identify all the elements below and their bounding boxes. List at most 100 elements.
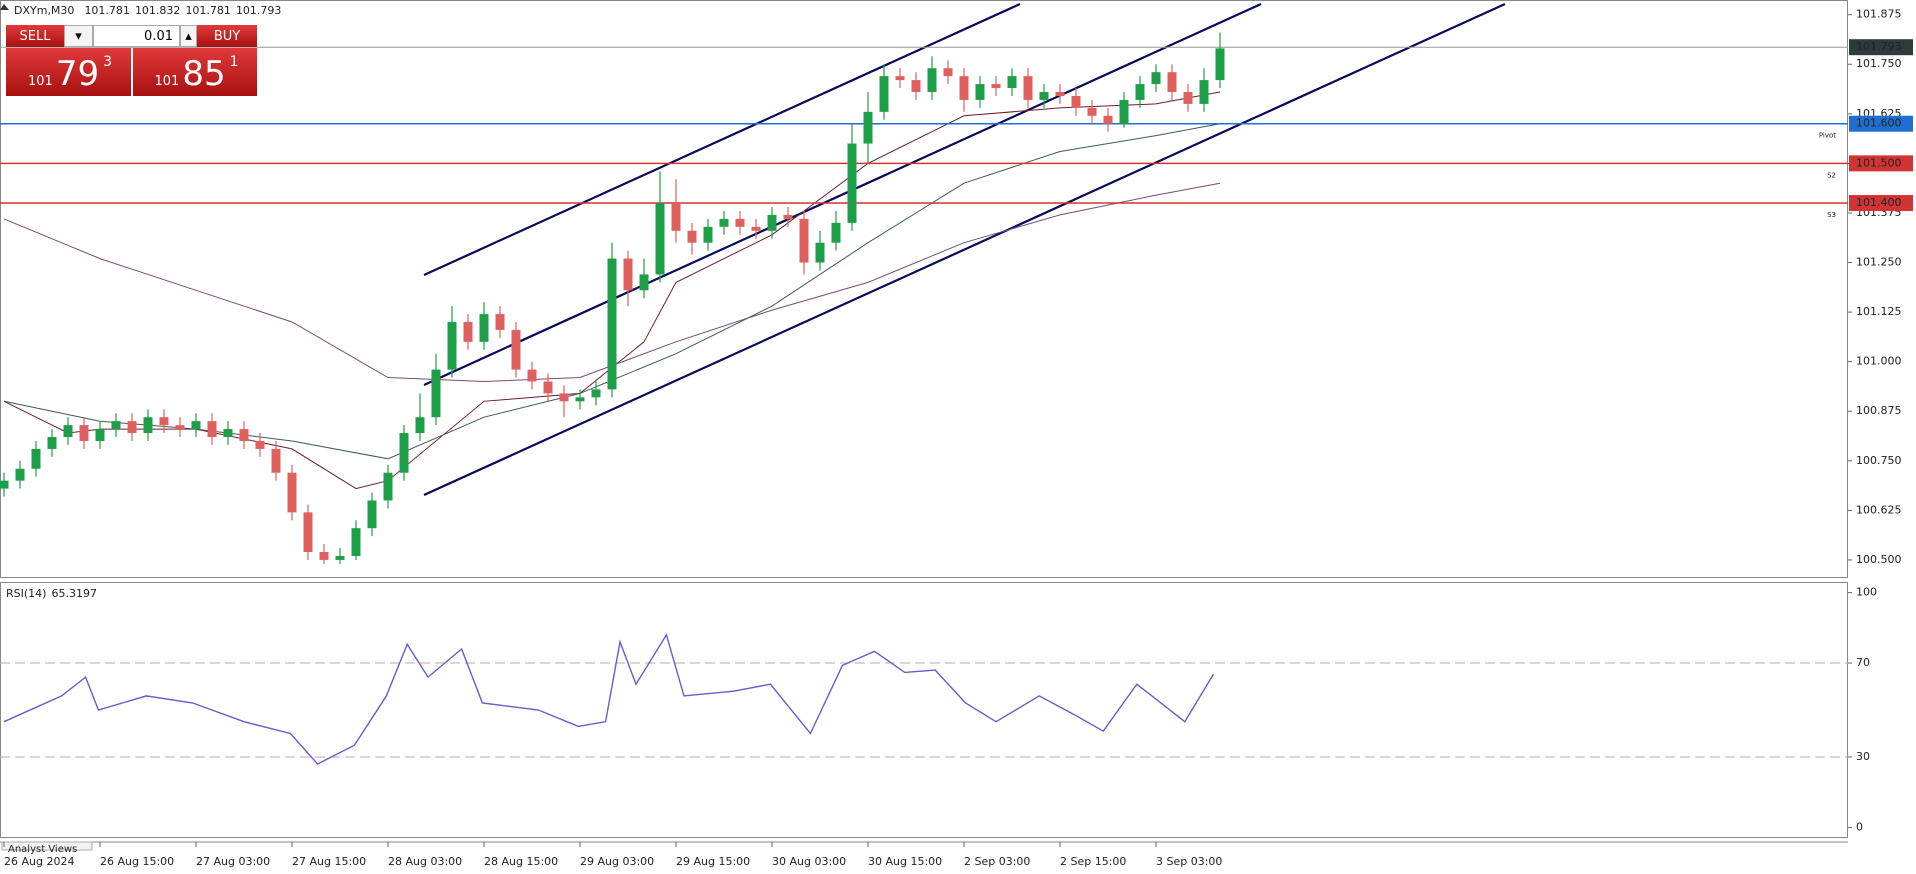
candle-body [623,258,633,291]
candle-body [15,468,25,481]
last-price-label: 101.793 [1856,40,1902,53]
candle-body [511,329,521,370]
y-tick-label: 30 [1856,750,1870,763]
tab-label[interactable]: Analyst Views [8,844,77,855]
candle-body [287,472,297,513]
rsi-title: RSI(14) 65.3197 [6,587,97,600]
x-tick-label: 2 Sep 03:00 [964,855,1030,868]
candle-body [223,429,233,438]
candle-body [1119,99,1129,124]
candle-body [415,417,425,434]
candle-body [447,322,457,370]
candle-body [1071,95,1081,108]
candle-body [607,258,617,390]
candle-body [783,214,793,219]
candle-body [799,218,809,263]
y-tick-label: 100.625 [1856,503,1902,516]
candle-body [431,369,441,418]
candle-body [1135,84,1145,100]
candle-body [591,389,601,398]
volume-input[interactable]: 0.01 [93,25,180,47]
x-tick-label: 26 Aug 15:00 [100,855,174,868]
bid-small: 3 [103,54,112,70]
bid-big: 101 [27,74,53,89]
y-tick-label: 100.750 [1856,454,1902,467]
candle-body [911,80,921,93]
level-label-box [1849,195,1913,212]
candle-body [95,429,105,441]
candle-body [959,76,969,100]
candle-body [1055,92,1065,96]
tab[interactable] [1,841,93,851]
y-tick-label: 70 [1856,656,1870,669]
level-label: 101.400 [1856,196,1902,209]
candle-body [1039,92,1049,100]
candle-body [335,555,345,560]
sell-button[interactable]: SELL [6,25,64,47]
x-tick-label: 27 Aug 15:00 [292,855,366,868]
x-tick-label: 28 Aug 15:00 [484,855,558,868]
level-label-box [1849,155,1913,172]
candle-body [191,421,201,430]
candle-body [351,528,361,556]
bid-main: 79 [55,54,100,94]
y-tick-label: 101.125 [1856,305,1902,318]
candle-body [271,448,281,473]
trendline[interactable] [423,2,1021,277]
candle-body [255,440,265,449]
y-tick-label: 101.875 [1856,8,1902,21]
x-tick-label: 26 Aug 2024 [4,855,74,868]
candle-body [127,421,137,434]
candle-body [687,230,697,243]
candle-body [975,84,985,100]
candle-body [0,480,9,489]
candle-body [303,512,313,553]
x-tick-label: 29 Aug 15:00 [676,855,750,868]
candle-body [863,111,873,144]
candle-body [1199,80,1209,104]
ask-price[interactable]: 101 85 1 [133,48,257,96]
trendline[interactable] [423,2,1506,497]
candle-body [767,214,777,231]
level-label: 101.500 [1856,156,1902,169]
candle-body [383,472,393,501]
candle-body [1087,107,1097,116]
level-label-box [1849,115,1913,132]
x-tick-label: 29 Aug 03:00 [580,855,654,868]
candle-body [575,397,585,402]
y-tick-label: 101.250 [1856,256,1902,269]
candle-body [47,437,57,449]
candle-body [847,143,857,223]
candle-body [399,433,409,473]
candle-body [479,314,489,342]
candle-body [463,322,473,342]
x-tick-label: 3 Sep 03:00 [1156,855,1222,868]
candle-body [895,76,905,81]
rsi-name: RSI(14) [6,587,46,600]
trendline[interactable] [423,2,1262,387]
candle-body [207,421,217,438]
candle-body [703,226,713,243]
candle-body [991,84,1001,89]
candle-body [751,226,761,231]
bid-price[interactable]: 101 79 3 [6,48,131,96]
y-tick-label: 100 [1856,586,1877,599]
volume-up[interactable]: ▴ [180,25,197,47]
ask-big: 101 [154,74,180,89]
y-tick-label: 101.750 [1856,57,1902,70]
candle-body [319,552,329,560]
candle-body [31,448,41,469]
collapse-icon[interactable] [0,4,9,10]
buy-button[interactable]: BUY [197,25,257,47]
rsi-pane-frame [0,582,1848,838]
header: DXYm,M30 101.781 101.832 101.781 101.793 [14,4,281,17]
candle-body [1151,72,1161,85]
candle-body [143,417,153,434]
level-name: S2 [1827,171,1836,179]
volume-down[interactable]: ▾ [64,25,93,47]
y-tick-label: 100.875 [1856,404,1902,417]
candle-body [671,203,681,231]
candle-body [543,381,553,394]
candle-body [655,203,665,275]
